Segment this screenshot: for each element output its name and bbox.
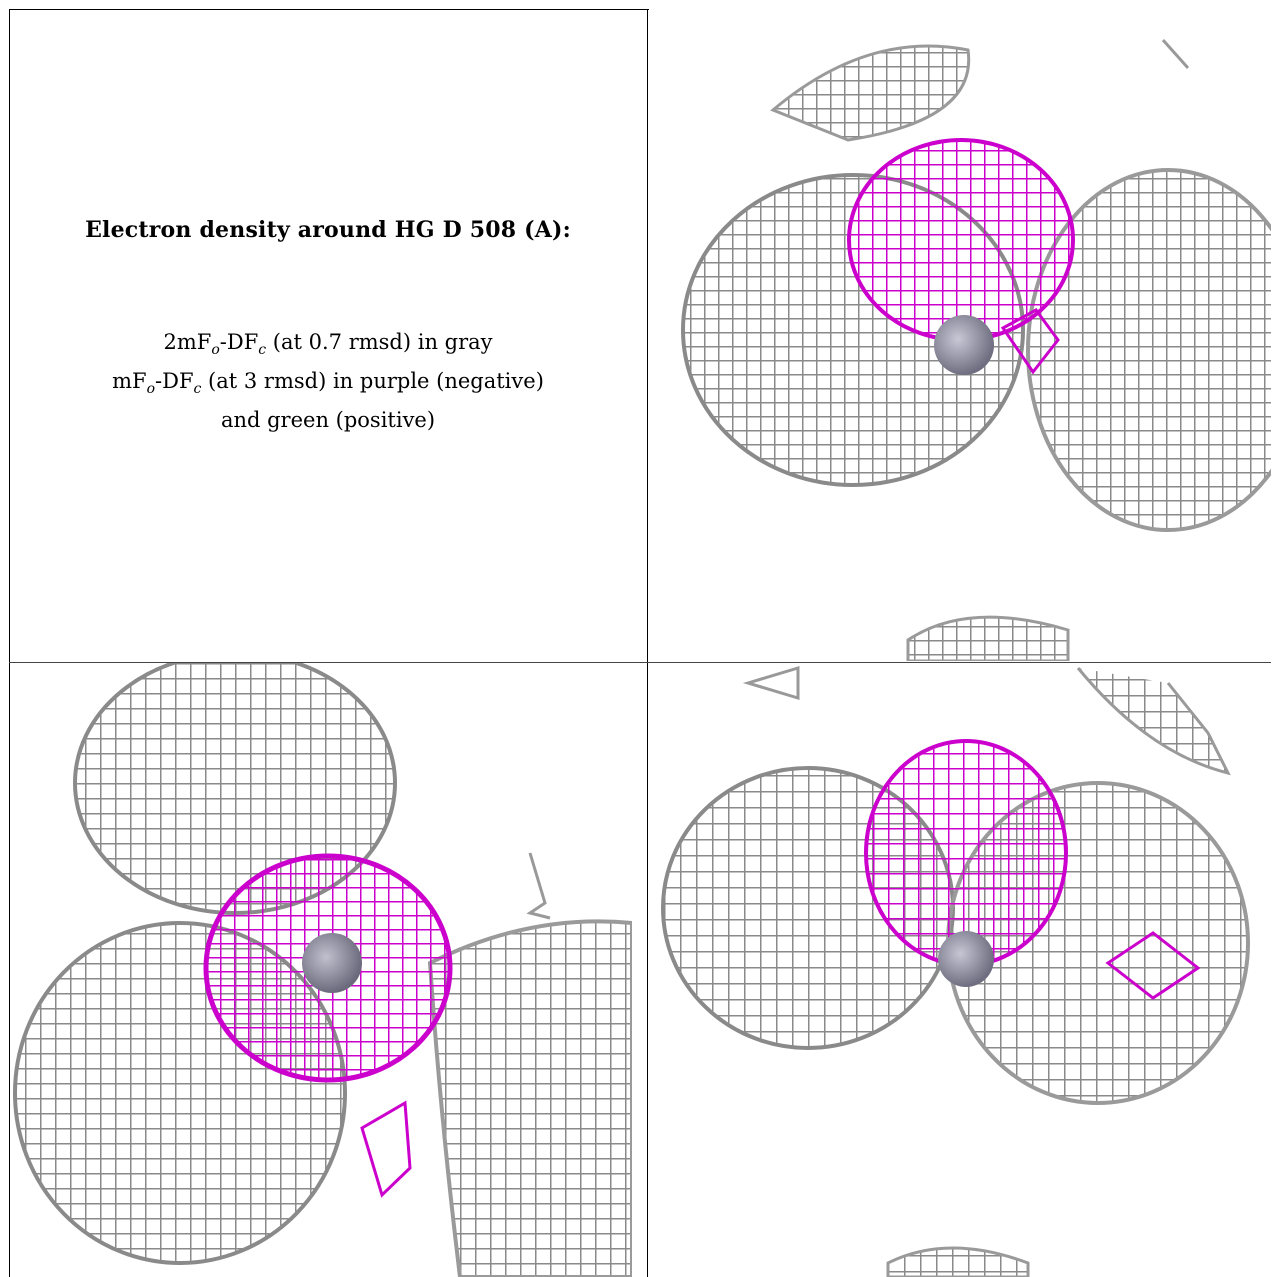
hg-atom-bottom-left <box>302 933 362 993</box>
legend-line-positive: and green (positive) <box>220 408 436 433</box>
legend-line-difference: mFo-DFc (at 3 rmsd) in purple (negative) <box>112 369 544 398</box>
density-map-bottom-left <box>13 663 632 1277</box>
frame-top <box>9 9 649 10</box>
caption-title: Electron density around HG D 508 (A): <box>85 217 571 243</box>
density-map-bottom-right <box>661 665 1250 1277</box>
frame-middle <box>9 662 1271 663</box>
hg-atom-top-right <box>934 315 994 375</box>
legend-line-gray: 2mFo-DFc (at 0.7 rmsd) in gray <box>163 330 493 359</box>
caption-legend: 2mFo-DFc (at 0.7 rmsd) in gray mFo-DFc (… <box>9 327 647 436</box>
view-bottom-right <box>648 663 1271 1277</box>
density-map-top-right <box>681 39 1271 661</box>
frame-divider-center <box>647 9 648 1277</box>
frame-divider-left <box>9 9 10 1277</box>
view-bottom-left <box>10 663 632 1277</box>
caption-panel: Electron density around HG D 508 (A): 2m… <box>9 9 647 661</box>
view-top-right <box>648 10 1271 661</box>
hg-atom-bottom-right <box>938 931 994 987</box>
purple-mesh-bottom-right <box>864 739 1201 1000</box>
